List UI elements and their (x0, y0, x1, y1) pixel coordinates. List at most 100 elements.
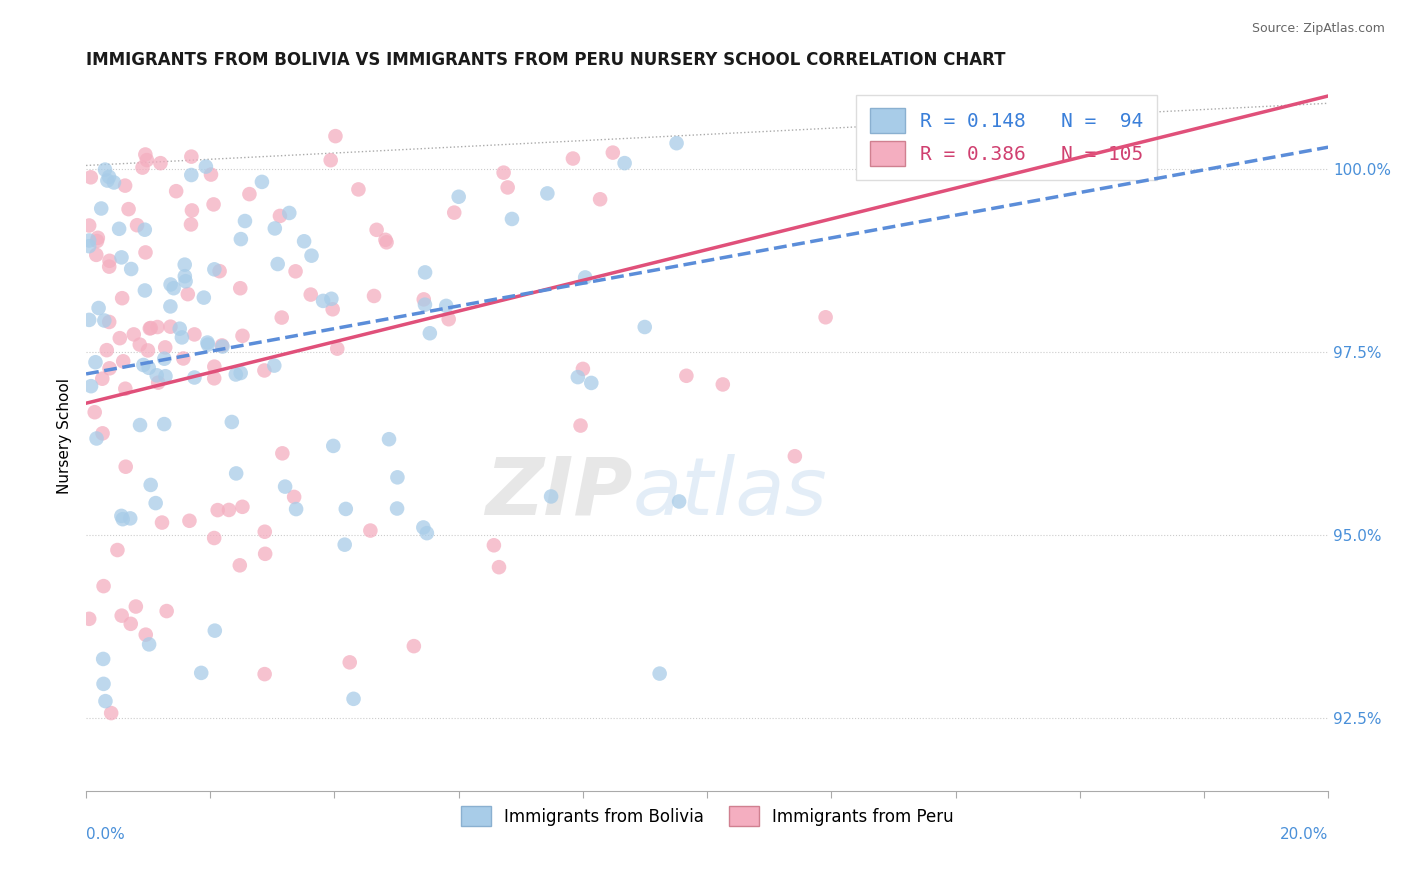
Point (122, 327, 145, 342)
Point (229, 558, 252, 573)
Point (100, 706, 122, 720)
Point (177, 287, 200, 301)
Point (145, 368, 167, 383)
Point (139, 321, 162, 335)
Point (225, 368, 247, 382)
Point (98, 260, 121, 274)
Point (271, 446, 294, 460)
Point (169, 321, 191, 335)
Point (139, 478, 162, 492)
Point (93, 313, 115, 327)
Point (194, 160, 217, 174)
Point (221, 415, 243, 429)
Point (120, 616, 142, 631)
Point (299, 287, 322, 301)
Point (254, 547, 277, 561)
Point (180, 150, 202, 164)
Point (202, 262, 225, 277)
Point (278, 206, 301, 220)
Point (325, 129, 347, 144)
Point (375, 235, 398, 250)
Point (110, 251, 132, 265)
Point (207, 503, 229, 517)
Point (574, 270, 596, 285)
Point (665, 136, 688, 151)
Point (202, 197, 225, 211)
Point (634, 320, 657, 334)
Point (238, 187, 260, 202)
Point (602, 145, 624, 160)
Point (107, 543, 129, 558)
Legend: Immigrants from Bolivia, Immigrants from Peru: Immigrants from Bolivia, Immigrants from… (454, 799, 960, 832)
Point (80, 379, 103, 393)
Point (108, 222, 131, 236)
Point (339, 656, 361, 670)
Point (159, 319, 181, 334)
Point (274, 480, 297, 494)
Point (134, 245, 156, 260)
Point (814, 310, 837, 325)
Point (86, 432, 108, 446)
Point (443, 205, 465, 219)
Point (229, 281, 252, 295)
Point (482, 538, 505, 552)
Point (131, 161, 153, 175)
Text: ZIP: ZIP (485, 454, 633, 532)
Point (111, 291, 134, 305)
Point (613, 156, 636, 170)
Point (180, 218, 202, 232)
Point (114, 178, 136, 193)
Point (204, 624, 226, 638)
Point (488, 560, 510, 574)
Point (110, 508, 132, 523)
Point (96, 173, 118, 187)
Point (138, 637, 160, 651)
Point (668, 494, 690, 508)
Point (150, 516, 173, 530)
Point (103, 176, 125, 190)
Point (172, 351, 194, 366)
Point (111, 608, 134, 623)
Point (149, 156, 172, 170)
Point (129, 418, 152, 433)
Point (111, 512, 134, 526)
Point (347, 182, 370, 196)
Point (117, 202, 139, 216)
Point (208, 264, 231, 278)
Point (170, 330, 193, 344)
Point (86, 234, 108, 248)
Point (136, 343, 159, 358)
Point (321, 292, 343, 306)
Point (333, 538, 356, 552)
Point (112, 354, 135, 368)
Point (301, 249, 323, 263)
Point (135, 153, 157, 167)
Point (581, 376, 603, 390)
Point (197, 335, 219, 350)
Point (193, 291, 215, 305)
Point (156, 604, 179, 618)
Point (138, 360, 160, 375)
Point (77, 234, 100, 248)
Point (437, 312, 460, 326)
Point (378, 432, 401, 446)
Point (163, 281, 186, 295)
Point (675, 368, 697, 383)
Point (492, 166, 515, 180)
Point (98, 169, 121, 184)
Point (402, 639, 425, 653)
Point (253, 363, 276, 377)
Point (183, 370, 205, 384)
Point (211, 339, 233, 353)
Point (229, 366, 252, 380)
Point (134, 284, 156, 298)
Point (146, 320, 169, 334)
Point (91, 426, 114, 441)
Point (412, 520, 434, 534)
Point (94, 694, 117, 708)
Point (233, 214, 256, 228)
Text: Source: ZipAtlas.com: Source: ZipAtlas.com (1251, 22, 1385, 36)
Point (496, 180, 519, 194)
Point (84, 248, 107, 262)
Point (783, 449, 806, 463)
